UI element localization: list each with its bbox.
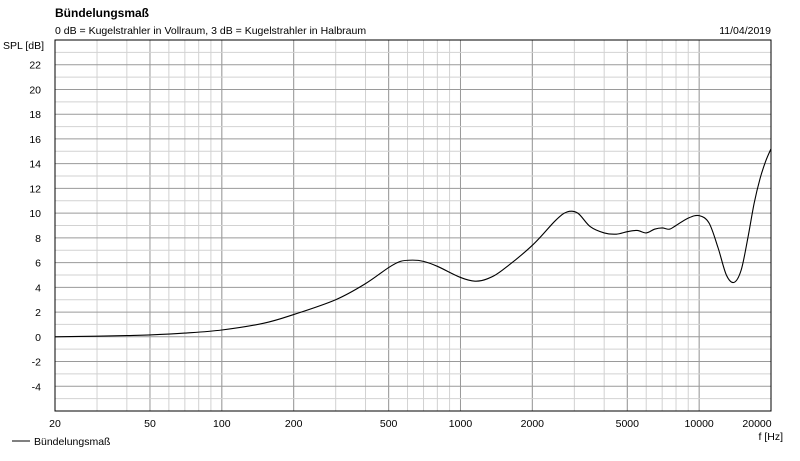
x-tick-label: 20 [49,418,61,430]
x-tick-label: 2000 [521,418,545,430]
series-line-buendelungsmass [54,148,772,338]
y-tick-label: 12 [29,183,41,195]
y-tick-label: -4 [32,381,41,393]
x-tick-label: 100 [213,418,231,430]
y-tick-label: 8 [35,233,41,245]
y-tick-label: 14 [29,159,41,171]
plot-frame [54,39,772,412]
chart-subtitle: 0 dB = Kugelstrahler in Vollraum, 3 dB =… [55,25,366,37]
legend: Bündelungsmaß [12,436,110,448]
series-layer [54,148,772,338]
y-tick-label: 6 [35,258,41,270]
x-tick-label: 500 [380,418,398,430]
y-tick-label: 16 [29,134,41,146]
y-tick-label: -2 [32,357,41,369]
x-axis-label: f [Hz] [758,431,783,443]
y-tick-label: 22 [29,60,41,72]
chart-title: Bündelungsmaß [55,6,149,20]
y-tick-label: 10 [29,208,41,220]
x-tick-label: 5000 [616,418,640,430]
y-tick-label: 18 [29,109,41,121]
y-tick-label: 4 [35,282,41,294]
chart-date: 11/04/2019 [719,25,771,37]
y-axis-label: SPL [dB] [3,40,44,52]
x-tick-label: 1000 [449,418,473,430]
grid [54,39,772,412]
y-tick-label: 2 [35,307,41,319]
y-tick-labels: -4 -2 0 2 4 6 8 10 12 14 16 18 20 22 [29,60,41,394]
x-tick-label: 200 [285,418,303,430]
x-tick-labels: 20 50 100 200 500 1000 2000 5000 10000 20000 [49,418,772,430]
x-tick-label: 10000 [685,418,714,430]
x-tick-label: 20000 [742,418,771,430]
x-tick-label: 50 [144,418,156,430]
legend-label: Bündelungsmaß [34,436,110,448]
y-tick-label: 0 [35,332,41,344]
y-tick-label: 20 [29,84,41,96]
